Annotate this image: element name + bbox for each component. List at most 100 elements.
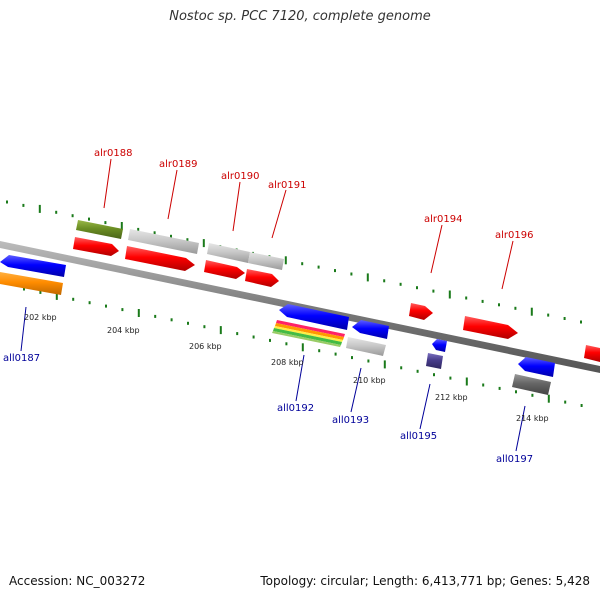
label-alr0191[interactable]: alr0191	[268, 180, 306, 191]
tick-mark	[448, 290, 451, 299]
tick-mark	[580, 404, 583, 407]
tick-mark	[482, 383, 485, 387]
tick-mark	[252, 335, 255, 339]
tick-mark	[563, 317, 566, 320]
tick-mark	[72, 297, 75, 301]
accession-text: Accession: NC_003272	[9, 574, 146, 588]
tick-mark	[301, 343, 304, 352]
reverse-labels: all0187 all0192 all0193 all0195 all0197	[3, 353, 533, 465]
genome-title: Nostoc sp. PCC 7120, complete genome	[169, 9, 431, 24]
label-leaders	[20, 158, 526, 452]
gene-alr0190-block[interactable]	[207, 243, 250, 263]
gene-all0193-arrow[interactable]	[352, 320, 389, 339]
tick-mark	[39, 290, 42, 294]
forward-strand	[73, 220, 600, 362]
tick-mark	[38, 204, 41, 213]
tick-label-204: 204 kbp	[107, 326, 140, 335]
reverse-strand	[0, 255, 555, 395]
tick-mark	[236, 332, 239, 336]
tick-mark	[219, 326, 222, 335]
tick-mark	[383, 279, 386, 283]
tick-mark	[22, 203, 25, 207]
tick-mark	[153, 231, 156, 235]
tick-mark	[317, 265, 320, 269]
tick-mark	[104, 221, 107, 225]
label-alr0188[interactable]: alr0188	[94, 148, 132, 159]
forward-labels: alr0188 alr0189 alr0190 alr0191 alr0194 …	[94, 148, 533, 241]
gene-alr0190-arrow[interactable]	[204, 260, 245, 279]
tick-mark	[367, 359, 370, 363]
gene-alr0191-arrow[interactable]	[245, 269, 279, 287]
gene-alr0194-arrow[interactable]	[409, 303, 433, 320]
tick-mark	[416, 369, 419, 373]
tick-mark	[186, 238, 189, 242]
gene-all0195-arrow[interactable]	[432, 339, 447, 352]
tick-mark	[350, 272, 353, 276]
tick-mark	[269, 338, 271, 342]
tick-label-210: 210 kbp	[353, 376, 386, 385]
gene-all0187-arrow[interactable]	[0, 255, 66, 277]
tick-mark	[433, 373, 435, 377]
gene-all0195-block[interactable]	[426, 353, 443, 369]
tick-mark	[170, 234, 172, 238]
tick-mark	[71, 214, 74, 218]
tick-mark	[530, 307, 533, 316]
tick-mark	[514, 306, 517, 310]
tick-label-214: 214 kbp	[516, 414, 549, 423]
gene-all0197-arrow[interactable]	[518, 357, 555, 377]
label-alr0194[interactable]: alr0194	[424, 214, 462, 225]
label-all0195[interactable]: all0195	[400, 431, 437, 442]
gene-all0192-arrow[interactable]	[279, 304, 349, 330]
tick-mark	[498, 386, 501, 390]
tick-label-212: 212 kbp	[435, 393, 468, 402]
tick-mark	[6, 200, 8, 204]
gene-all0192-striped-block[interactable]	[272, 320, 345, 347]
tick-mark	[23, 287, 25, 291]
tick-mark	[88, 217, 90, 221]
label-alr0190[interactable]: alr0190	[221, 171, 259, 182]
tick-mark	[399, 282, 402, 286]
tick-mark	[351, 356, 353, 360]
label-alr0196[interactable]: alr0196	[495, 230, 533, 241]
tick-mark	[187, 321, 189, 325]
gene-alr0189-block[interactable]	[128, 229, 199, 254]
tick-label-206: 206 kbp	[189, 342, 222, 351]
tick-mark	[481, 299, 484, 303]
tick-mark	[88, 301, 91, 305]
gene-alr0188-block[interactable]	[76, 220, 123, 239]
label-all0187[interactable]: all0187	[3, 353, 40, 364]
tick-mark	[202, 239, 205, 248]
tick-mark	[465, 296, 468, 300]
label-all0192[interactable]: all0192	[277, 403, 314, 414]
gene-all0193-block[interactable]	[346, 337, 386, 356]
tick-mark	[465, 377, 468, 386]
gene-all0197-block[interactable]	[512, 374, 551, 395]
tick-mark	[105, 304, 107, 308]
gene-alr0196-arrow[interactable]	[463, 316, 518, 339]
gene-alr0198-arrow[interactable]	[584, 345, 600, 362]
tick-mark	[285, 342, 288, 346]
gene-alr0191-block[interactable]	[248, 252, 284, 270]
tick-mark	[121, 308, 124, 312]
tick-mark	[301, 262, 304, 266]
tick-mark	[449, 376, 452, 380]
tick-mark	[564, 400, 567, 404]
tick-mark	[515, 390, 517, 394]
label-all0193[interactable]: all0193	[332, 415, 369, 426]
tick-labels: 202 kbp 204 kbp 206 kbp 208 kbp 210 kbp …	[24, 313, 549, 423]
label-alr0189[interactable]: alr0189	[159, 159, 197, 170]
tick-mark	[580, 320, 582, 324]
tick-mark	[137, 227, 140, 231]
gene-all0187-block[interactable]	[0, 272, 63, 295]
label-all0197[interactable]: all0197	[496, 454, 533, 465]
tick-mark	[383, 360, 386, 369]
gene-alr0188-arrow[interactable]	[73, 237, 119, 256]
gene-alr0189-arrow[interactable]	[125, 246, 195, 271]
tick-label-208: 208 kbp	[271, 358, 304, 367]
tick-mark	[531, 393, 534, 397]
tick-mark	[547, 394, 550, 403]
tick-mark	[170, 318, 173, 322]
tick-mark	[547, 313, 550, 317]
tick-mark	[284, 256, 287, 265]
